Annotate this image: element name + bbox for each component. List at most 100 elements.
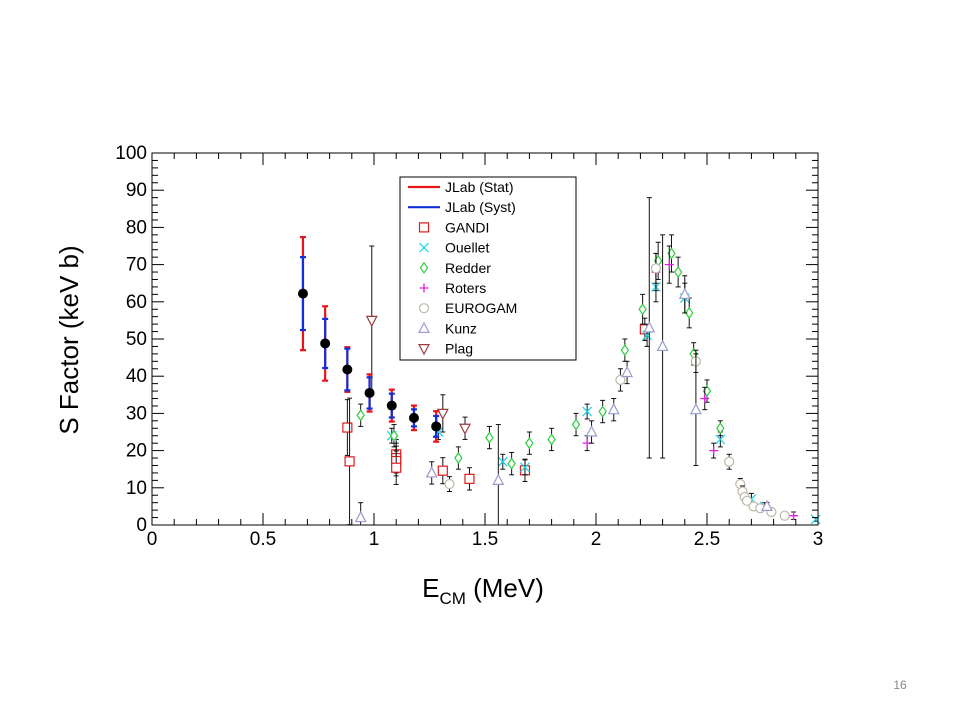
legend-entry-ouellet: Ouellet <box>419 240 489 256</box>
data-point <box>342 364 353 375</box>
y-tick-label: 50 <box>126 329 147 350</box>
data-point <box>354 510 367 523</box>
x-tick-label: 2 <box>591 529 602 550</box>
x-axis-title: ECM (MeV) <box>422 573 544 608</box>
data-point <box>464 473 475 484</box>
data-point <box>615 374 626 386</box>
data-point <box>344 456 355 467</box>
y-axis-title: S Factor (keV b) <box>54 245 84 434</box>
data-point <box>779 510 790 521</box>
legend-entry-jlab-syst-: JLab (Syst) <box>408 199 516 215</box>
x-tick-label: 1.5 <box>472 529 498 550</box>
legend-entry-jlab-stat-: JLab (Stat) <box>408 179 513 195</box>
legend-marker <box>419 261 429 274</box>
data-point <box>431 421 442 432</box>
legend-label: JLab (Stat) <box>445 179 513 195</box>
data-point <box>425 466 438 478</box>
y-tick-label: 0 <box>136 515 147 536</box>
data-point <box>709 446 719 456</box>
data-point <box>364 387 375 398</box>
x-tick-label: 0.5 <box>250 529 276 550</box>
legend-marker <box>418 321 430 333</box>
legend-marker <box>418 303 430 314</box>
data-point <box>760 499 773 511</box>
y-tick-label: 20 <box>126 441 147 462</box>
data-point <box>789 511 799 521</box>
data-point <box>571 418 581 431</box>
y-tick-label: 40 <box>126 366 147 387</box>
legend-entry-redder: Redder <box>419 260 491 276</box>
data-point <box>643 321 656 333</box>
y-tick-label: 80 <box>126 217 147 238</box>
series-kunz <box>354 197 773 526</box>
legend-label: JLab (Syst) <box>445 199 516 215</box>
data-point <box>436 408 449 421</box>
series-gandi <box>342 317 650 526</box>
data-point <box>598 405 607 418</box>
data-point <box>492 473 505 485</box>
data-point <box>391 462 402 473</box>
legend-entry-roters: Roters <box>419 280 486 296</box>
legend-marker <box>419 283 429 293</box>
data-point <box>356 409 365 422</box>
series-roters <box>582 245 799 521</box>
legend-label: Roters <box>445 280 486 296</box>
legend-label: Kunz <box>445 320 477 336</box>
y-tick-label: 30 <box>126 403 147 424</box>
legend-label: EUROGAM <box>445 300 517 316</box>
legend-marker <box>418 344 430 356</box>
data-point <box>685 306 694 320</box>
series-eurogam <box>444 252 790 521</box>
y-tick-label: 10 <box>126 478 147 499</box>
data-point <box>444 478 455 490</box>
data-point <box>585 425 598 437</box>
data-point <box>320 338 331 349</box>
legend-label: GANDI <box>445 219 489 235</box>
series-plag <box>365 245 472 440</box>
data-point <box>664 260 674 270</box>
data-point <box>386 400 397 411</box>
x-tick-label: 2.5 <box>694 529 720 550</box>
y-tick-label: 90 <box>126 180 147 201</box>
data-point <box>700 394 710 404</box>
y-tick-label: 70 <box>126 255 147 276</box>
data-point <box>620 344 630 357</box>
y-tick-label: 60 <box>126 292 147 313</box>
data-point <box>650 263 662 274</box>
x-tick-label: 1 <box>369 529 380 550</box>
legend-marker <box>419 242 429 253</box>
data-point <box>678 287 691 299</box>
series-jlab-stat- <box>297 235 442 443</box>
data-point <box>621 365 634 378</box>
data-point <box>389 429 399 442</box>
legend-entry-kunz: Kunz <box>418 320 477 336</box>
data-point <box>810 514 821 525</box>
data-point <box>724 456 735 467</box>
data-point <box>365 315 378 328</box>
data-point <box>582 406 593 417</box>
data-point <box>715 434 726 445</box>
data-point <box>507 457 516 470</box>
data-point <box>741 495 753 506</box>
data-point <box>716 422 725 435</box>
data-point <box>656 339 669 352</box>
data-point <box>638 303 647 316</box>
data-point <box>459 423 472 436</box>
data-point <box>497 456 508 467</box>
data-point <box>454 451 463 465</box>
legend-entry-gandi: GANDI <box>418 219 489 235</box>
data-point <box>520 462 530 473</box>
x-tick-label: 0 <box>147 529 158 550</box>
legend-label: Plag <box>445 341 473 357</box>
data-point <box>437 465 448 476</box>
data-point <box>342 422 353 433</box>
data-point <box>689 402 702 415</box>
data-point <box>408 412 419 423</box>
data-point <box>547 433 556 446</box>
page-number: 16 <box>893 678 907 692</box>
data-point <box>607 402 620 415</box>
data-point <box>485 431 494 444</box>
legend-marker <box>418 222 430 233</box>
